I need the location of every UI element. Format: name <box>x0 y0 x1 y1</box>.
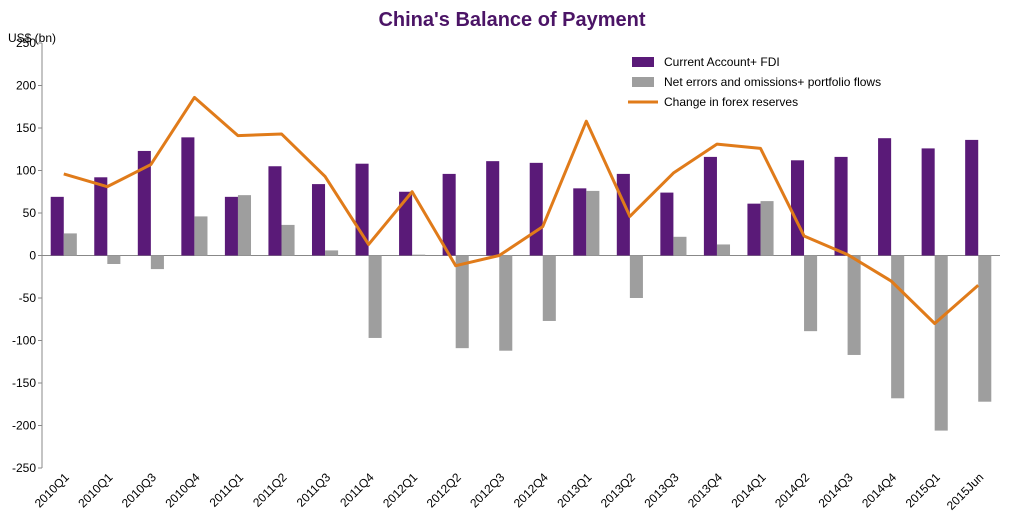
bar <box>529 162 543 256</box>
bar <box>804 255 818 332</box>
bar <box>573 188 587 256</box>
x-tick-label: 2013Q1 <box>554 470 594 510</box>
x-tick-label: 2015Q1 <box>903 470 943 510</box>
bar <box>716 244 731 256</box>
bar <box>834 156 848 256</box>
x-tick-label: 2012Q2 <box>424 470 464 510</box>
x-tick-label: 2011Q3 <box>294 470 334 510</box>
bar <box>237 195 252 256</box>
bar <box>311 184 326 256</box>
x-tick-label: 2012Q4 <box>511 470 551 510</box>
bar <box>790 160 805 256</box>
y-tick-label: -250 <box>12 461 36 475</box>
y-tick-label: -100 <box>12 334 36 348</box>
bar <box>94 177 108 256</box>
legend-swatch <box>632 77 654 87</box>
bar <box>921 148 935 256</box>
bar <box>281 224 295 256</box>
bar <box>891 255 905 399</box>
x-tick-label: 2014Q4 <box>859 470 899 510</box>
bar <box>412 254 426 256</box>
bar <box>137 150 151 256</box>
bar <box>878 138 892 256</box>
x-tick-label: 2011Q2 <box>250 470 290 510</box>
bar <box>399 191 413 256</box>
bar <box>442 173 456 256</box>
bar <box>499 255 513 351</box>
bar <box>586 190 600 256</box>
x-tick-label: 2011Q4 <box>337 470 377 510</box>
x-tick-label: 2011Q1 <box>207 470 247 510</box>
y-tick-label: -200 <box>12 419 36 433</box>
bar <box>703 156 717 256</box>
bar <box>268 166 282 256</box>
y-tick-label: 250 <box>16 36 36 50</box>
bar <box>747 203 761 256</box>
y-tick-label: 50 <box>23 206 37 220</box>
bar <box>847 255 861 355</box>
y-tick-label: 200 <box>16 79 36 93</box>
x-tick-label: 2013Q4 <box>685 470 725 510</box>
bar <box>629 255 643 298</box>
legend-label: Change in forex reserves <box>664 95 798 109</box>
bar <box>455 255 469 349</box>
x-tick-label: 2010Q3 <box>119 470 159 510</box>
bar <box>181 137 195 256</box>
bar <box>63 233 77 256</box>
x-tick-label: 2013Q3 <box>641 470 681 510</box>
x-tick-label: 2010Q1 <box>75 470 115 510</box>
bar <box>194 216 208 256</box>
legend-swatch <box>632 57 654 67</box>
bar <box>760 201 774 256</box>
y-tick-label: 0 <box>29 249 36 263</box>
bar <box>325 250 339 256</box>
legend-label: Net errors and omissions+ portfolio flow… <box>664 75 881 89</box>
bar <box>368 255 382 338</box>
y-tick-label: -50 <box>19 291 37 305</box>
y-axis-label: US$ (bn) <box>8 31 56 45</box>
x-tick-label: 2015Jun <box>944 470 986 512</box>
y-tick-label: 150 <box>16 121 36 135</box>
line <box>63 95 980 325</box>
bar <box>486 161 500 256</box>
x-tick-label: 2010Q1 <box>32 470 72 510</box>
bar <box>50 196 64 256</box>
bar <box>660 192 674 256</box>
bar <box>978 255 992 402</box>
legend-label: Current Account+ FDI <box>664 55 780 69</box>
bar <box>673 236 687 256</box>
chart-title: China's Balance of Payment <box>378 9 645 31</box>
bar <box>224 196 238 256</box>
x-tick-label: 2014Q2 <box>772 470 812 510</box>
x-tick-label: 2012Q1 <box>380 470 420 510</box>
y-tick-label: -150 <box>12 376 36 390</box>
bar <box>934 255 948 431</box>
bar <box>965 139 979 256</box>
bar <box>542 255 556 321</box>
x-tick-label: 2010Q4 <box>162 470 202 510</box>
x-tick-label: 2013Q2 <box>598 470 638 510</box>
bar <box>355 163 369 256</box>
x-tick-label: 2014Q1 <box>729 470 769 510</box>
bar <box>150 255 164 270</box>
x-tick-label: 2012Q3 <box>467 470 507 510</box>
bar <box>107 255 121 264</box>
y-tick-label: 100 <box>16 164 36 178</box>
x-tick-label: 2014Q3 <box>816 470 856 510</box>
